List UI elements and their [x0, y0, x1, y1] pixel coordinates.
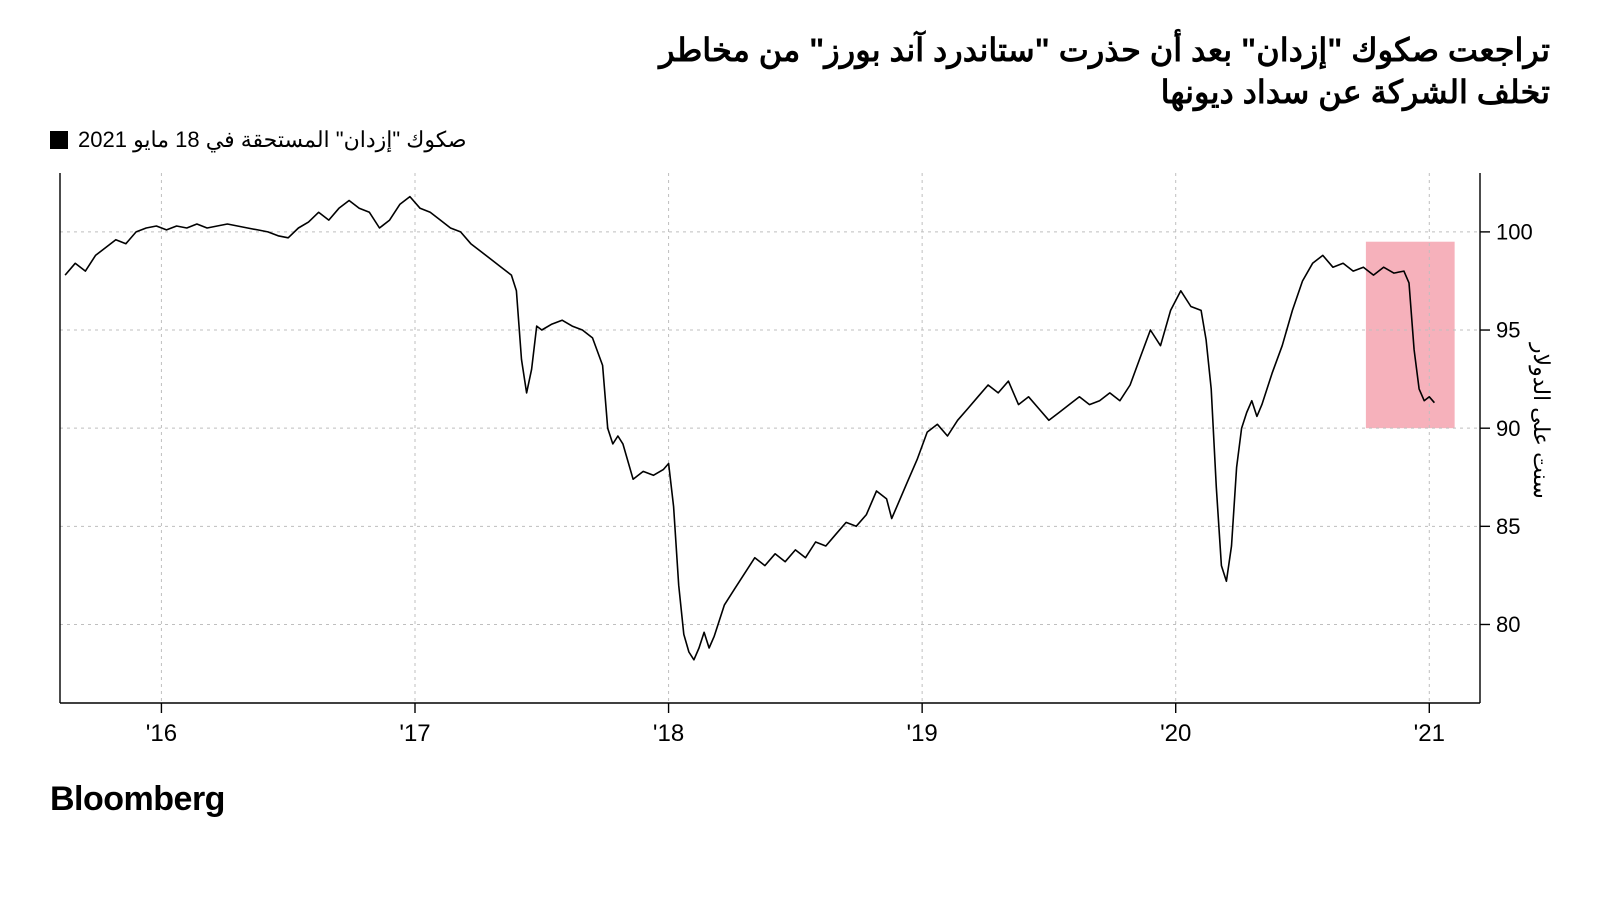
chart-title: تراجعت صكوك "إزدان" بعد أن حذرت "ستاندرد…: [50, 30, 1550, 113]
legend-label: صكوك "إزدان" المستحقة في 18 مايو 2021: [78, 127, 467, 153]
svg-text:100: 100: [1496, 220, 1533, 245]
source-attribution: Bloomberg: [50, 780, 1550, 819]
svg-text:'19: '19: [907, 720, 938, 747]
line-chart: '16 '17 '18 '19 '20 '21 80 85 90 95 100: [50, 163, 1550, 753]
svg-text:'16: '16: [146, 720, 177, 747]
chart-title-line1: تراجعت صكوك "إزدان" بعد أن حذرت "ستاندرد…: [659, 32, 1550, 68]
svg-text:'20: '20: [1160, 720, 1191, 747]
svg-text:'21: '21: [1414, 720, 1445, 747]
legend: صكوك "إزدان" المستحقة في 18 مايو 2021: [50, 127, 1550, 153]
svg-text:'17: '17: [399, 720, 430, 747]
chart-wrap: '16'17'18'19'20'2180859095100 سنت على ال…: [50, 163, 1550, 758]
y-axis-label: سنت على الدولار: [1528, 343, 1554, 499]
svg-text:95: 95: [1496, 318, 1520, 343]
legend-swatch: [50, 131, 68, 149]
svg-text:85: 85: [1496, 514, 1520, 539]
chart-title-line2: تخلف الشركة عن سداد ديونها: [1161, 74, 1550, 110]
svg-text:90: 90: [1496, 416, 1520, 441]
svg-text:80: 80: [1496, 612, 1520, 637]
svg-text:'18: '18: [653, 720, 684, 747]
